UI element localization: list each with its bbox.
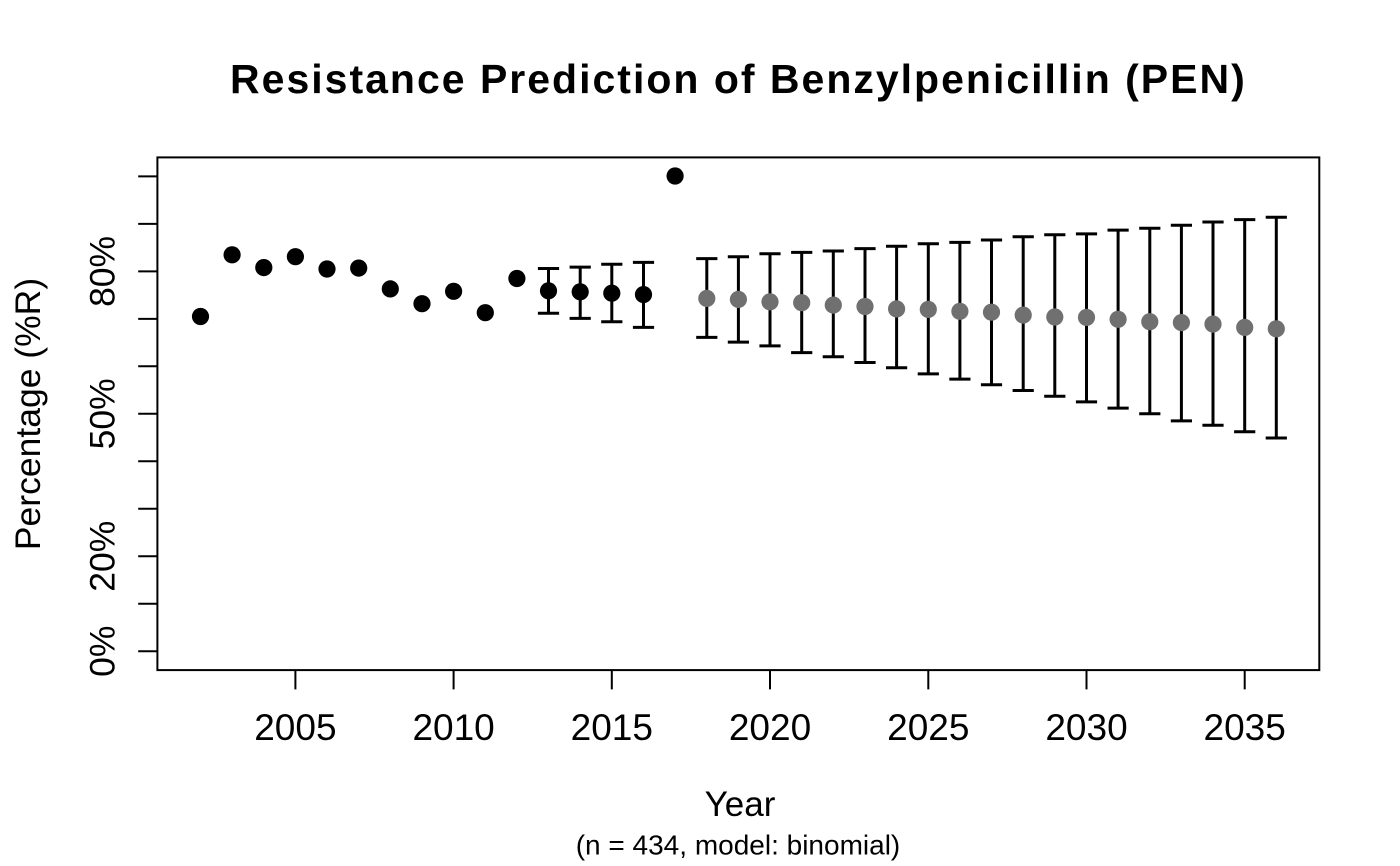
svg-text:50%: 50%	[83, 378, 123, 449]
svg-text:2020: 2020	[729, 707, 811, 748]
svg-text:2035: 2035	[1204, 707, 1286, 748]
svg-text:0%: 0%	[83, 626, 123, 677]
svg-text:Year: Year	[705, 785, 776, 824]
svg-text:80%: 80%	[83, 236, 123, 307]
svg-text:2010: 2010	[412, 707, 494, 748]
svg-text:2005: 2005	[254, 707, 336, 748]
svg-text:20%: 20%	[83, 521, 123, 592]
svg-text:Resistance Prediction of Benzy: Resistance Prediction of Benzylpenicilli…	[230, 56, 1247, 102]
svg-text:2030: 2030	[1045, 707, 1127, 748]
svg-text:(n = 434, model: binomial): (n = 434, model: binomial)	[576, 829, 901, 860]
svg-text:Percentage (%R): Percentage (%R)	[8, 278, 48, 550]
svg-text:2025: 2025	[887, 707, 969, 748]
svg-text:2015: 2015	[571, 707, 653, 748]
